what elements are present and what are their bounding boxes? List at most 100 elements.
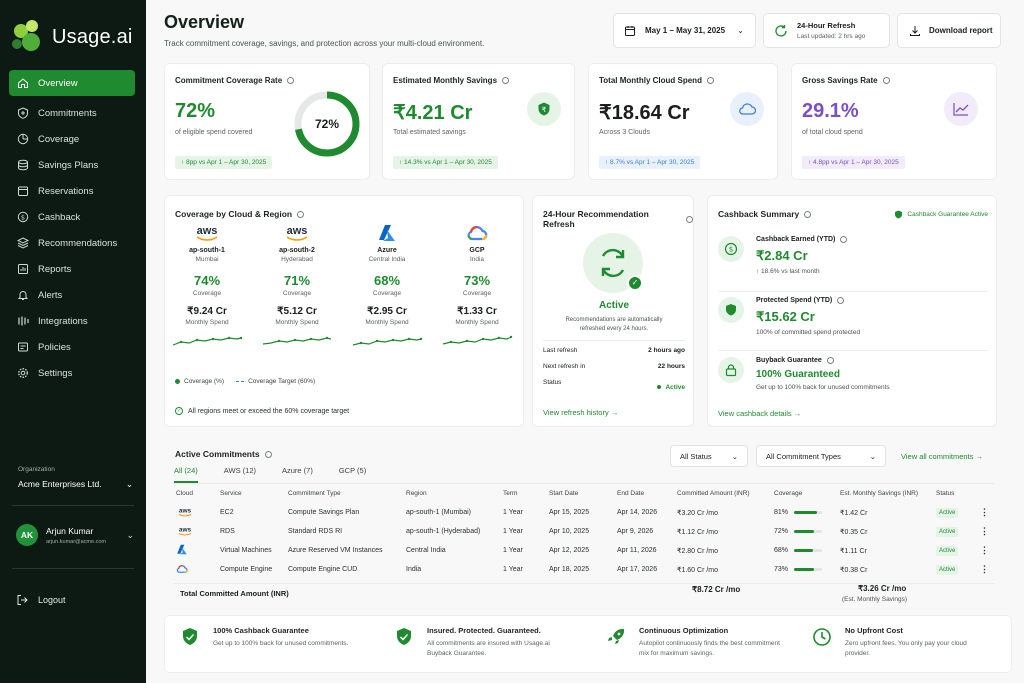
column-header[interactable]: Cloud	[176, 489, 193, 497]
table-row[interactable]: aws EC2 Compute Savings Plan ap-south-1 (Mu…	[176, 503, 996, 522]
table-row[interactable]: aws RDS Standard RDS RI ap-south-1 (Hyderab…	[176, 522, 996, 541]
user-menu[interactable]: AK Arjun Kumar arjun.kumar@acme.com ⌄	[16, 524, 134, 546]
info-icon[interactable]	[264, 450, 272, 458]
status-filter-select[interactable]: All Status ⌄	[670, 445, 748, 467]
feature-item: Insured. Protected. Guaranteed. All commi…	[393, 626, 572, 659]
region-card[interactable]: Azure Central India 68% Coverage ₹2.95 C…	[347, 222, 427, 352]
region-card[interactable]: aws ap-south-1 Mumbai 74% Coverage ₹9.24…	[167, 222, 247, 352]
column-header[interactable]: Region	[406, 489, 427, 497]
cashback-icon: $	[17, 211, 29, 223]
cashback-item-text: Cashback Earned (YTD) ₹2.84 Cr ↑ 18.6% v…	[756, 236, 848, 286]
section-title-row: Coverage by Cloud & Region	[175, 209, 305, 219]
brand-logo[interactable]: Usage.ai	[12, 20, 133, 54]
more-vertical-icon[interactable]: ⋮	[980, 507, 989, 517]
organization-switcher[interactable]: Organization Acme Enterprises Ltd. ⌄	[18, 466, 133, 490]
tab-aws[interactable]: AWS (12)	[223, 466, 256, 475]
column-header[interactable]: Service	[220, 489, 242, 497]
term-cell: 1 Year	[503, 509, 523, 516]
commitment-type-filter-select[interactable]: All Commitment Types ⌄	[756, 445, 886, 467]
column-header[interactable]: Commitment Type	[288, 489, 341, 497]
tab-azure[interactable]: Azure (7)	[282, 466, 313, 475]
status-badge: Active	[936, 565, 959, 575]
sidebar-item-reservations[interactable]: Reservations	[9, 178, 135, 204]
download-label: Download report	[929, 26, 993, 35]
region-card[interactable]: GCP India 73% Coverage ₹1.33 Cr Monthly …	[437, 222, 517, 352]
divider	[174, 583, 994, 584]
cashback-item: Protected Spend (YTD) ₹15.62 Cr 100% of …	[718, 297, 988, 347]
kpi-card-spend: Total Monthly Cloud Spend ₹18.64 Cr Acro…	[588, 63, 778, 180]
info-icon[interactable]	[297, 210, 305, 218]
date-range-picker[interactable]: May 1 – May 31, 2025 ⌄	[613, 13, 756, 48]
refresh-title: 24-Hour Refresh	[797, 21, 856, 30]
guarantee-label: Cashback Guarantee Active	[907, 211, 988, 218]
status-cell: Active	[936, 503, 980, 522]
cloud-cell: aws	[176, 503, 220, 522]
column-header[interactable]: Status	[936, 489, 955, 497]
region-city: Central India	[368, 256, 406, 263]
info-icon[interactable]	[826, 357, 834, 364]
info-icon[interactable]	[882, 77, 890, 84]
cashback-item-label-row: Protected Spend (YTD)	[756, 297, 860, 304]
tab-gcp[interactable]: GCP (5)	[338, 466, 367, 475]
column-header[interactable]: Term	[503, 489, 518, 497]
coverage-note: ✓ All regions meet or exceed the 60% cov…	[175, 407, 349, 415]
sidebar-item-coverage[interactable]: Coverage	[9, 126, 135, 152]
view-refresh-history-link[interactable]: View refresh history →	[543, 408, 618, 417]
info-icon[interactable]	[287, 77, 295, 84]
more-vertical-icon[interactable]: ⋮	[980, 545, 989, 555]
column-header[interactable]: Est. Monthly Savings (INR)	[840, 489, 919, 497]
sidebar-item-reports[interactable]: Reports	[9, 256, 135, 282]
info-icon[interactable]	[804, 210, 812, 218]
coverage-cell: 73%	[774, 560, 840, 579]
coverage-bar-fill	[794, 529, 815, 533]
info-icon[interactable]	[706, 77, 714, 84]
sidebar-item-label: Alerts	[38, 289, 63, 301]
view-all-commitments-link[interactable]: View all commitments →	[901, 452, 983, 461]
features-banner: 100% Cashback Guarantee Get up to 100% ba…	[164, 615, 1012, 673]
sidebar-item-recommendations[interactable]: Recommendations	[9, 230, 135, 256]
sidebar-item-label: Cashback	[38, 211, 81, 223]
sidebar-item-alerts[interactable]: Alerts	[9, 282, 135, 308]
table-row[interactable]: Compute Engine Compute Engine CUD India 1 Y…	[176, 560, 996, 579]
info-icon[interactable]	[840, 236, 848, 243]
more-vertical-icon[interactable]: ⋮	[980, 564, 989, 574]
more-vertical-icon[interactable]: ⋮	[980, 526, 989, 536]
table-row[interactable]: Virtual Machines Azure Reserved VM Instan…	[176, 541, 996, 560]
column-header[interactable]: Coverage	[774, 489, 803, 497]
region-spend: ₹1.33 Cr	[457, 306, 497, 317]
sidebar-item-cashback[interactable]: $ Cashback	[9, 204, 135, 230]
view-cashback-details-link[interactable]: View cashback details →	[718, 409, 801, 418]
logout-button[interactable]: Logout	[16, 594, 66, 606]
sidebar-item-label: Settings	[38, 367, 73, 379]
column-header[interactable]: Committed Amount (INR)	[677, 489, 750, 497]
kpi-label: Total Monthly Cloud Spend	[599, 76, 702, 85]
chevron-down-icon: ⌄	[731, 451, 738, 461]
sidebar-item-commitments[interactable]: Commitments	[9, 100, 135, 126]
refresh-status-button[interactable]: 24-Hour Refresh Last updated: 2 hrs ago	[763, 13, 890, 48]
column-header[interactable]: End Date	[617, 489, 645, 497]
legend-dot-icon	[175, 379, 180, 384]
commitment-type-cell: Azure Reserved VM Instances	[288, 547, 383, 554]
reports-icon	[18, 264, 28, 274]
info-icon[interactable]	[502, 77, 510, 84]
row-actions-cell: ⋮	[980, 522, 996, 541]
sidebar-item-policies[interactable]: Policies	[9, 334, 135, 360]
committed-amount-cell: ₹2.80 Cr /mo	[677, 547, 719, 555]
download-report-button[interactable]: Download report	[897, 13, 1001, 48]
sidebar-item-overview[interactable]: Overview	[9, 70, 135, 96]
info-icon[interactable]	[837, 297, 845, 304]
integrations-icon	[18, 316, 29, 326]
section-title-row: Active Commitments	[175, 449, 272, 459]
commitments-table: Cloud Service Commitment Type Region Ter…	[176, 483, 996, 579]
sidebar-item-savings-plans[interactable]: Savings Plans	[9, 152, 135, 178]
info-icon[interactable]	[686, 215, 693, 223]
sidebar-item-integrations[interactable]: Integrations	[9, 308, 135, 334]
tab-all[interactable]: All (24)	[174, 466, 198, 483]
sidebar-item-settings[interactable]: Settings	[9, 360, 135, 386]
savings-cell: ₹1.11 Cr	[840, 547, 867, 555]
aws-logo-icon: aws	[176, 508, 194, 519]
chevron-down-icon: ⌄	[737, 26, 744, 35]
region-card[interactable]: aws ap-south-2 Hyderabad 71% Coverage ₹5…	[257, 222, 337, 352]
column-header[interactable]: Start Date	[549, 489, 579, 497]
divider	[12, 505, 134, 506]
